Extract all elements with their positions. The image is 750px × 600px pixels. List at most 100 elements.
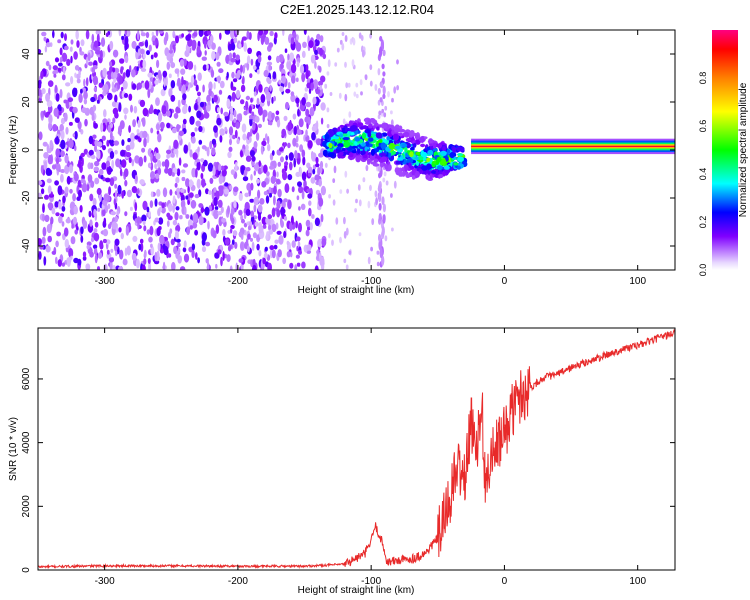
noise-speckle	[167, 167, 173, 177]
faint-speckle	[341, 32, 345, 36]
noise-speckle	[155, 97, 160, 106]
noise-speckle	[118, 102, 122, 113]
noise-speckle	[242, 133, 247, 141]
noise-speckle	[226, 98, 231, 108]
noise-speckle	[142, 117, 146, 127]
noise-speckle	[75, 30, 79, 40]
noise-speckle	[137, 82, 142, 90]
noise-speckle	[295, 135, 299, 143]
noise-speckle	[174, 182, 178, 188]
noise-speckle	[233, 186, 239, 193]
noise-speckle	[241, 218, 245, 224]
noise-speckle	[141, 264, 146, 270]
noise-speckle	[296, 129, 302, 136]
faint-speckle	[369, 80, 373, 87]
noise-speckle	[118, 30, 122, 37]
noise-speckle	[55, 148, 60, 158]
faint-speckle	[354, 208, 357, 213]
noise-speckle	[204, 206, 210, 216]
noise-speckle	[228, 126, 234, 136]
noise-speckle	[168, 231, 172, 239]
noise-speckle	[148, 236, 153, 243]
faint-speckle	[324, 83, 328, 89]
noise-speckle	[42, 213, 45, 222]
echo-speckle	[415, 151, 421, 156]
noise-speckle	[235, 121, 241, 129]
faint-speckle	[326, 124, 330, 129]
faint-speckle	[371, 218, 375, 226]
faint-speckle	[374, 84, 378, 91]
noise-speckle	[283, 115, 288, 122]
noise-speckle	[57, 259, 62, 267]
noise-speckle	[317, 166, 321, 176]
noise-speckle	[273, 185, 277, 195]
noise-speckle	[209, 140, 213, 150]
streak-speckle	[382, 203, 386, 213]
noise-speckle	[140, 48, 145, 55]
noise-speckle	[155, 152, 161, 160]
noise-speckle	[193, 64, 197, 72]
faint-speckle	[365, 164, 369, 172]
x-tick-label: -200	[228, 576, 248, 587]
noise-speckle	[49, 139, 53, 149]
y-tick-label: 4000	[21, 431, 32, 454]
echo-speckle	[405, 138, 411, 142]
faint-speckle	[344, 93, 348, 102]
noise-speckle	[141, 147, 146, 153]
noise-speckle	[109, 61, 113, 67]
noise-speckle	[273, 244, 278, 250]
noise-speckle	[230, 57, 236, 63]
noise-speckle	[166, 153, 170, 159]
faint-speckle	[343, 216, 346, 225]
noise-speckle	[113, 140, 120, 146]
echo-speckle	[366, 158, 372, 163]
noise-speckle	[277, 161, 282, 167]
echo-speckle	[372, 125, 376, 129]
faint-speckle	[367, 200, 371, 209]
noise-speckle	[90, 237, 95, 243]
noise-speckle	[142, 130, 148, 139]
noise-speckle	[70, 236, 76, 245]
noise-speckle	[218, 163, 222, 172]
noise-speckle	[280, 220, 285, 228]
echo-speckle	[380, 156, 388, 163]
echo-speckle	[339, 133, 344, 138]
noise-speckle	[110, 130, 113, 141]
noise-speckle	[154, 198, 158, 207]
noise-speckle	[157, 112, 163, 122]
echo-speckle	[431, 170, 437, 174]
noise-speckle	[306, 188, 312, 193]
noise-speckle	[162, 70, 168, 78]
noise-speckle	[191, 222, 198, 229]
echo-speckle	[368, 137, 374, 142]
noise-speckle	[38, 180, 43, 186]
noise-speckle	[295, 97, 300, 104]
noise-speckle	[307, 193, 313, 199]
noise-speckle	[159, 234, 165, 245]
y-tick-label: 40	[21, 48, 32, 60]
noise-speckle	[67, 97, 74, 103]
noise-speckle	[162, 187, 168, 198]
faint-speckle	[361, 49, 365, 58]
noise-speckle	[179, 266, 186, 270]
noise-speckle	[241, 123, 247, 133]
noise-speckle	[136, 216, 141, 224]
noise-speckle	[168, 88, 173, 98]
noise-speckle	[80, 178, 86, 184]
noise-speckle	[180, 68, 186, 75]
noise-speckle	[279, 147, 284, 152]
snr-x-axis-label: Height of straight line (km)	[298, 585, 415, 596]
noise-speckle	[137, 119, 141, 128]
noise-speckle	[298, 222, 302, 233]
noise-speckle	[276, 208, 281, 218]
noise-speckle	[233, 118, 237, 123]
streak-speckle	[382, 93, 386, 100]
noise-speckle	[206, 146, 210, 157]
noise-speckle	[163, 245, 169, 256]
snr-series-line	[38, 328, 675, 570]
noise-speckle	[250, 174, 253, 181]
echo-speckle	[358, 122, 364, 127]
noise-speckle	[134, 135, 139, 140]
noise-speckle	[301, 72, 306, 83]
noise-speckle	[150, 171, 155, 180]
